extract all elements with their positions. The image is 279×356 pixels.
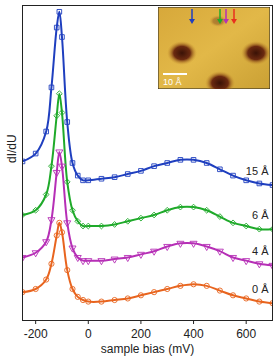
svg-text:400: 400 <box>184 327 204 341</box>
svg-text:6 Å: 6 Å <box>252 209 269 221</box>
svg-text:-200: -200 <box>24 327 48 341</box>
svg-text:200: 200 <box>131 327 151 341</box>
svg-text:0: 0 <box>85 327 92 341</box>
svg-text:4 Å: 4 Å <box>252 245 269 257</box>
svg-text:dI/dU: dI/dU <box>5 134 19 163</box>
svg-text:600: 600 <box>236 327 256 341</box>
svg-text:0 Å: 0 Å <box>252 283 269 295</box>
svg-text:10 Å: 10 Å <box>163 77 182 87</box>
svg-text:sample bias (mV): sample bias (mV) <box>101 342 194 356</box>
svg-text:15 Å: 15 Å <box>246 165 269 177</box>
